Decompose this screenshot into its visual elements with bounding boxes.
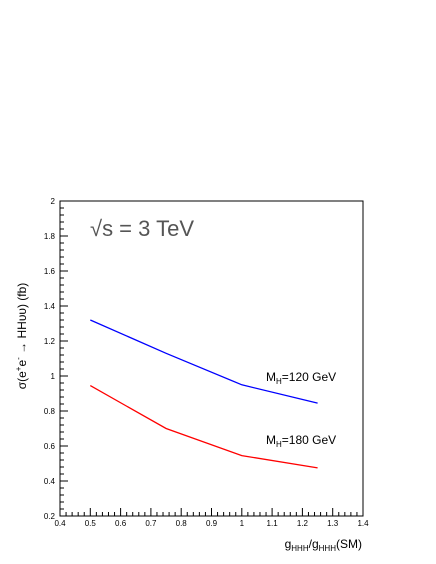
y-tick-label: 0.8: [44, 407, 56, 416]
y-tick-label: 0.2: [44, 512, 56, 521]
x-tick-label: 0.9: [206, 519, 218, 528]
x-tick-label: 0.5: [85, 519, 97, 528]
plot-frame: [59, 200, 364, 517]
x-tick-label: 1.1: [267, 519, 279, 528]
y-tick-label: 1: [51, 372, 56, 381]
series-line-0: [90, 319, 318, 404]
y-tick-label: 2: [51, 197, 56, 206]
x-tick-label: 1.3: [327, 519, 339, 528]
x-tick-label: 0.4: [54, 519, 66, 528]
x-tick-label: 1: [240, 519, 245, 528]
y-tick-label: 1.2: [44, 337, 56, 346]
y-tick-label: 0.6: [44, 442, 56, 451]
series-label-mh180: MH=180 GeV: [266, 433, 336, 449]
series-label-mh120: MH=120 GeV: [266, 370, 336, 386]
x-tick-label: 0.6: [115, 519, 127, 528]
y-tick-label: 0.4: [44, 477, 56, 486]
series-line-1: [89, 385, 318, 469]
x-axis-label: gHHH/gHHH(SM): [285, 537, 362, 553]
x-tick-label: 0.8: [176, 519, 188, 528]
y-tick-label: 1.6: [44, 267, 56, 276]
x-tick-label: 1.2: [297, 519, 309, 528]
x-tick-label: 1.4: [357, 519, 369, 528]
y-axis-label: σ(e+e- → HHυυ) (fb): [14, 283, 29, 390]
energy-annotation: √s = 3 TeV: [90, 216, 194, 241]
y-tick-label: 1.8: [44, 232, 56, 241]
y-tick-label: 1.4: [44, 302, 56, 311]
x-tick-label: 0.7: [145, 519, 157, 528]
